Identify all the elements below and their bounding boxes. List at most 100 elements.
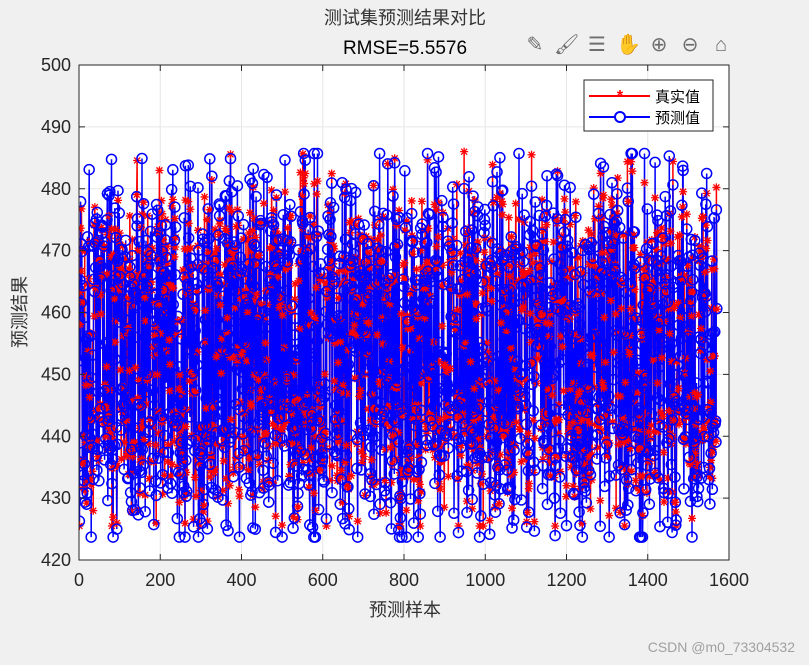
point-true (523, 449, 532, 458)
point-true (406, 454, 415, 463)
point-true (344, 485, 353, 494)
point-true (270, 421, 279, 430)
point-pred (447, 259, 459, 271)
point-true (584, 452, 593, 461)
point-true (538, 455, 547, 464)
point-true (181, 519, 190, 528)
point-pred (556, 242, 568, 254)
point-pred (139, 293, 151, 305)
data-tips-icon[interactable]: ☰ (588, 34, 606, 56)
edit-plot-icon[interactable]: ✎ (526, 34, 544, 56)
point-true (546, 471, 555, 480)
point-pred (307, 260, 320, 273)
point-true (472, 314, 481, 323)
point-pred (684, 378, 696, 391)
point-pred (384, 496, 397, 509)
point-pred (508, 249, 521, 261)
point-true (160, 289, 169, 298)
point-true (614, 440, 623, 449)
point-true (199, 267, 208, 276)
point-true (240, 433, 249, 442)
point-true (415, 480, 424, 489)
point-pred (625, 463, 638, 476)
y-tick-label: 490 (41, 117, 71, 137)
point-pred (244, 378, 257, 391)
point-pred (551, 213, 563, 225)
point-true (273, 433, 282, 442)
point-true (290, 458, 299, 467)
point-true (90, 203, 99, 212)
zoom-out-icon[interactable]: ⊖ (681, 34, 699, 56)
point-true (483, 275, 492, 284)
point-true (569, 482, 578, 491)
point-true (607, 245, 616, 254)
point-true (574, 390, 583, 399)
point-pred (554, 258, 566, 270)
point-true (432, 242, 441, 251)
point-true (577, 416, 586, 425)
home-icon[interactable]: ⌂ (714, 34, 728, 56)
point-true (369, 181, 378, 190)
point-pred (710, 436, 722, 448)
point-pred (615, 271, 627, 284)
point-true (637, 327, 646, 336)
point-pred (203, 277, 216, 289)
point-pred (611, 188, 623, 200)
point-true (79, 456, 87, 465)
point-true (695, 242, 704, 251)
point-true (225, 481, 234, 490)
point-pred (563, 400, 576, 412)
point-true (397, 309, 406, 318)
point-pred (140, 234, 152, 247)
point-true (584, 226, 593, 235)
point-true (460, 428, 469, 437)
point-true (596, 169, 605, 178)
point-pred (112, 184, 124, 197)
point-pred (637, 377, 650, 389)
point-pred (440, 348, 452, 360)
point-pred (384, 311, 396, 324)
point-true (497, 318, 506, 327)
zoom-in-icon[interactable]: ⊕ (650, 34, 668, 56)
point-pred (100, 432, 112, 445)
legend-marker-asterisk: * (617, 88, 624, 105)
point-pred (364, 467, 377, 480)
y-tick-label: 470 (41, 241, 71, 261)
point-pred (87, 273, 100, 286)
point-pred (264, 274, 277, 287)
point-true (527, 359, 536, 368)
point-pred (659, 272, 672, 284)
point-pred (576, 397, 588, 409)
brush-icon[interactable]: 🖌 (554, 34, 580, 56)
point-true (255, 394, 264, 403)
point-pred (641, 203, 654, 215)
point-true (463, 230, 472, 239)
point-pred (162, 446, 175, 459)
point-true (301, 169, 310, 178)
point-pred (395, 402, 408, 415)
point-true (195, 434, 204, 443)
point-pred (606, 243, 619, 255)
legend[interactable]: * 真实值 预测值 (583, 79, 714, 132)
point-true (206, 466, 215, 475)
point-pred (539, 356, 551, 369)
point-pred (700, 198, 712, 211)
pan-hand-icon[interactable]: ✋ (616, 34, 641, 56)
point-true (615, 276, 624, 285)
point-true (554, 429, 563, 438)
point-pred (543, 301, 555, 314)
point-pred (633, 402, 645, 415)
point-true (166, 471, 175, 480)
point-true (282, 418, 291, 427)
point-true (567, 456, 576, 465)
point-pred (91, 206, 104, 219)
point-true (376, 231, 385, 240)
point-true (381, 445, 390, 454)
point-pred (372, 275, 385, 288)
point-pred (527, 405, 539, 417)
point-true (586, 504, 595, 513)
point-true (158, 490, 167, 499)
point-pred (353, 306, 365, 319)
point-pred (410, 347, 422, 359)
point-pred (686, 249, 699, 262)
